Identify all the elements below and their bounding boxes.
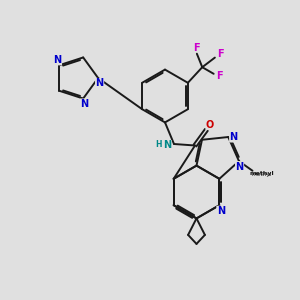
Text: N: N — [236, 161, 244, 172]
Text: F: F — [216, 71, 222, 81]
Text: O: O — [206, 119, 214, 130]
Text: F: F — [194, 43, 200, 53]
Text: methyl: methyl — [249, 171, 274, 176]
Text: N: N — [81, 99, 89, 109]
Text: N: N — [53, 55, 62, 65]
Text: N: N — [217, 206, 225, 216]
Text: F: F — [217, 49, 224, 59]
Text: N: N — [163, 140, 172, 151]
Text: N: N — [95, 78, 104, 88]
Text: H: H — [155, 140, 162, 149]
Text: N: N — [230, 132, 238, 142]
Text: methyl: methyl — [252, 172, 272, 177]
